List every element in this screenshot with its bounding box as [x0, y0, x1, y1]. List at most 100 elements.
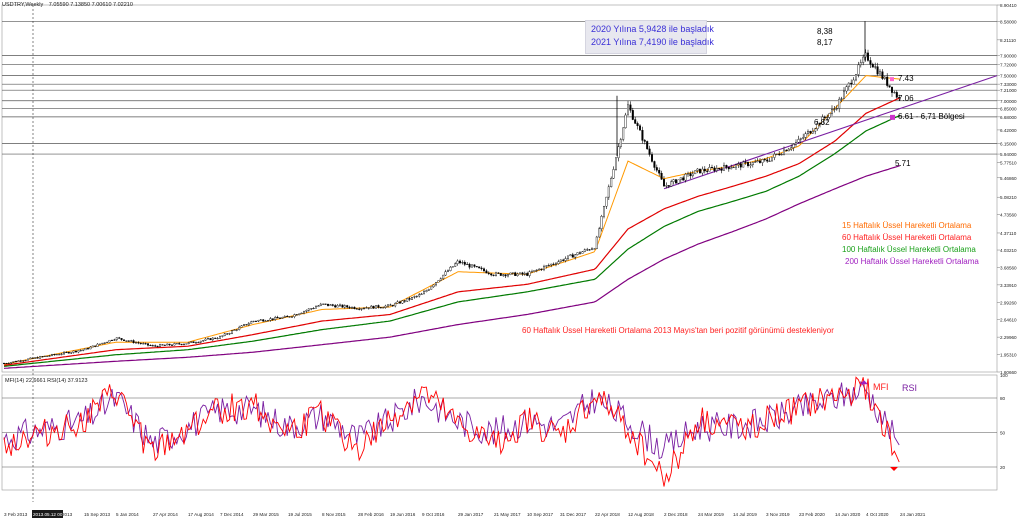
candle-body	[581, 251, 584, 254]
candle-body	[533, 270, 536, 272]
candle-body	[418, 294, 421, 297]
label-peak-low: 8,17	[817, 38, 833, 47]
candle-body	[403, 300, 406, 302]
x-tick-label: 7 Dec 2014	[220, 512, 244, 517]
candle-body	[161, 344, 164, 346]
candle-body	[158, 344, 161, 347]
candle-body	[194, 342, 197, 344]
candle-body	[233, 329, 236, 331]
candle-body	[492, 274, 495, 276]
candle-body	[218, 336, 221, 339]
candle-body	[415, 295, 418, 297]
candle-body	[711, 167, 714, 169]
candle-body	[814, 128, 817, 132]
ema60-line	[3, 97, 901, 366]
candle-body	[828, 113, 831, 118]
candle-body	[449, 266, 452, 271]
candle-body	[706, 170, 709, 172]
candle-body	[423, 291, 426, 295]
candle-body	[670, 181, 673, 187]
candle-body	[156, 345, 159, 347]
label-level-571: 5.71	[895, 159, 911, 168]
x-tick-label: 2013.05.12 00:00	[33, 512, 69, 517]
candle-body	[279, 317, 282, 319]
candle-body	[502, 274, 505, 276]
candle-body	[811, 131, 814, 134]
candle-body	[696, 168, 699, 171]
candle-body	[199, 340, 202, 343]
candle-body	[300, 312, 303, 315]
candle-body	[103, 342, 106, 344]
candle-body	[653, 161, 656, 168]
candle-body	[74, 350, 77, 353]
candle-body	[567, 255, 570, 259]
candle-body	[480, 267, 483, 269]
candle-body	[288, 316, 291, 318]
candle-body	[898, 97, 901, 99]
candle-body	[809, 130, 812, 134]
candle-body	[245, 324, 248, 326]
label-zone: 6.61 - 6,71 Bölgesi	[898, 112, 965, 121]
candle-body	[881, 71, 884, 79]
candle-body	[411, 297, 414, 300]
candle-body	[768, 160, 771, 162]
candle-body	[703, 168, 706, 172]
candle-body	[588, 249, 591, 251]
indicator-tick-label: 50	[1000, 431, 1006, 436]
candle-body	[214, 337, 217, 339]
y-tick-label: 6.42000	[1000, 128, 1017, 133]
candle-body	[610, 178, 613, 188]
candle-body	[583, 249, 586, 252]
candle-body	[355, 308, 358, 310]
candle-body	[432, 284, 435, 288]
y-tick-label: 4.73560	[1000, 213, 1017, 218]
candle-body	[382, 307, 385, 309]
x-tick-label: 19 Jul 2015	[288, 512, 312, 517]
candle-body	[761, 159, 764, 163]
candle-body	[175, 343, 178, 345]
candle-body	[420, 293, 423, 295]
candle-body	[166, 343, 169, 346]
candle-body	[574, 254, 577, 258]
candle-body	[370, 305, 373, 309]
candle-body	[478, 266, 481, 269]
candle-body	[475, 266, 478, 268]
candle-body	[891, 86, 894, 93]
y-tick-label: 7.00000	[1000, 99, 1017, 104]
candle-body	[471, 264, 474, 268]
candle-body	[413, 296, 416, 298]
candle-body	[238, 326, 241, 330]
candle-body	[202, 340, 205, 342]
candle-body	[79, 350, 82, 352]
y-tick-label: 4.37110	[1000, 231, 1017, 236]
candle-body	[115, 337, 118, 340]
candle-body	[754, 161, 757, 163]
y-tick-label: 6.85000	[1000, 106, 1017, 111]
candle-body	[130, 340, 133, 342]
candle-body	[151, 345, 154, 347]
candle-body	[790, 147, 793, 150]
candle-body	[523, 273, 526, 275]
candle-body	[399, 301, 402, 304]
candle-body	[22, 360, 25, 362]
candle-body	[341, 304, 344, 308]
candle-body	[293, 314, 296, 317]
candle-body	[144, 343, 147, 345]
candle-body	[883, 76, 886, 79]
candle-body	[509, 272, 512, 275]
indicator-header: MFI(14) 22.6661 RSI(14) 37.9123	[5, 378, 88, 384]
candle-body	[24, 359, 27, 361]
candle-body	[305, 310, 308, 312]
candle-body	[139, 342, 142, 344]
candle-body	[298, 313, 301, 316]
candle-body	[627, 104, 630, 116]
candle-body	[586, 249, 589, 251]
candle-body	[267, 320, 270, 322]
candle-body	[55, 354, 58, 356]
y-tick-label: 2.29960	[1000, 335, 1017, 340]
candle-body	[735, 164, 738, 168]
x-tick-label: 19 Jun 2016	[390, 512, 416, 517]
candle-body	[329, 304, 332, 306]
candle-body	[540, 268, 543, 270]
y-tick-label: 2.64610	[1000, 318, 1017, 323]
